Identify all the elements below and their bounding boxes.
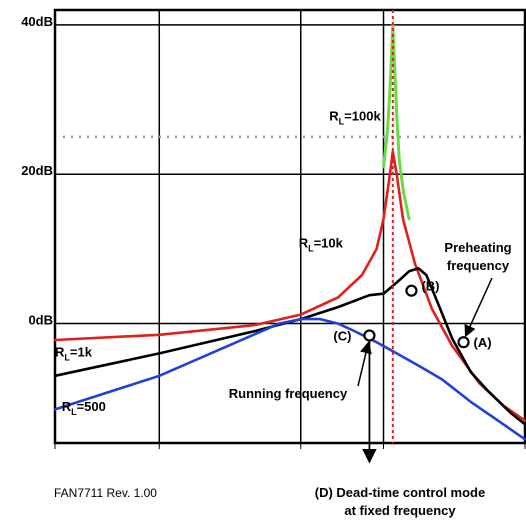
plot-frame (53, 8, 526, 445)
y-tick-label: 20dB (21, 163, 53, 178)
curve-label: RL=1k (55, 344, 93, 362)
series-line (53, 317, 526, 441)
grid (53, 8, 526, 449)
revision-note: FAN7711 Rev. 1.00 (54, 486, 157, 500)
running-arrow (357, 341, 372, 387)
point-label: (B) (421, 279, 439, 294)
operating-point (457, 336, 470, 349)
point-label: (C) (333, 328, 351, 343)
curve-label: RL=10k (299, 235, 344, 253)
series-group (53, 23, 526, 441)
preheating-label: Preheating (444, 240, 511, 255)
label-group: 40dB 20dB 0dB (A) (B) (C) RL=100k RL=10k RL=1k RL… (21, 14, 511, 518)
series-line (53, 150, 526, 422)
curve-label: RL=100k (329, 108, 381, 126)
deadtime-label: (D) Dead-time control mode (315, 485, 485, 500)
running-label: Running frequency (229, 386, 348, 401)
series-line (382, 23, 411, 221)
y-tick-label: 0dB (28, 313, 53, 328)
operating-point (363, 329, 376, 342)
deadtime-label: at fixed frequency (344, 503, 456, 518)
point-label: (A) (474, 335, 492, 350)
curve-label: RL=500 (62, 399, 106, 417)
overlay-group (63, 10, 525, 464)
preheating-arrow (464, 277, 493, 338)
operating-point (405, 284, 418, 297)
preheating-label: frequency (447, 258, 510, 273)
y-tick-label: 40dB (21, 14, 53, 29)
